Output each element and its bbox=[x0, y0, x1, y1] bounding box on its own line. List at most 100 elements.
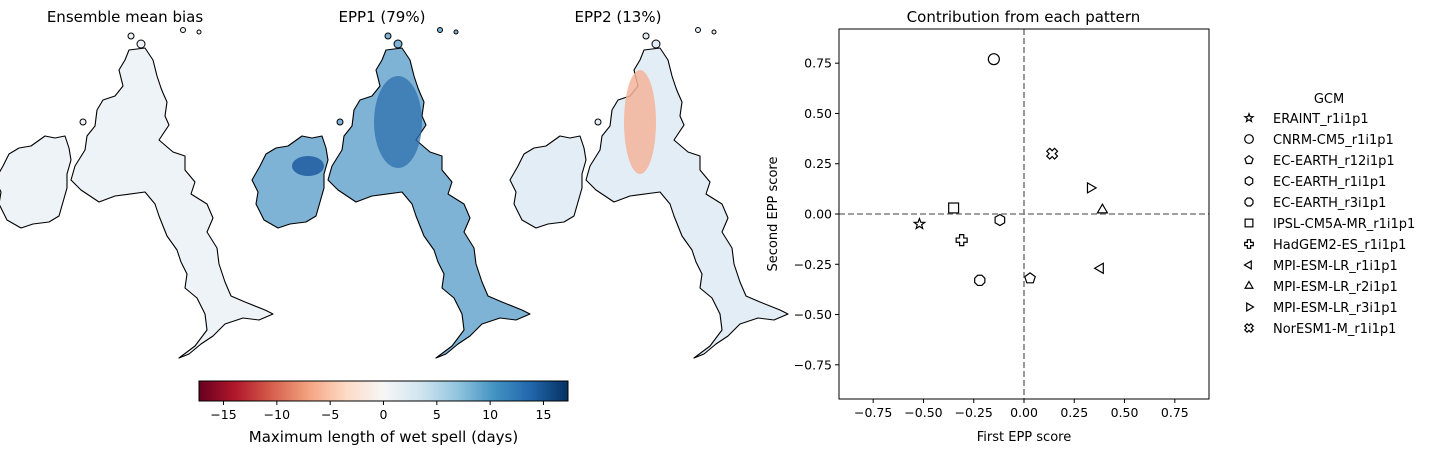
legend-label-mpi-esm-lr-r2i1p1: MPI-ESM-LR_r2i1p1 bbox=[1273, 280, 1398, 295]
legend-label-ec-earth-r12i1p1: EC-EARTH_r12i1p1 bbox=[1273, 154, 1395, 169]
colorbar-tick-label: −5 bbox=[321, 407, 339, 422]
island-outline bbox=[695, 27, 701, 33]
scatter-ticks: −0.75 −0.50 −0.25 0.00 0.25 0.50 0.75 0.75 0.50 0… bbox=[794, 56, 1189, 420]
x-tick-label: 0.75 bbox=[1161, 405, 1189, 420]
legend-label-ec-earth-r1i1p1: EC-EARTH_r1i1p1 bbox=[1273, 175, 1386, 190]
x-tick-label: −0.75 bbox=[854, 405, 892, 420]
island-outline bbox=[180, 27, 186, 33]
legend-title: GCM bbox=[1314, 92, 1344, 107]
island-outline bbox=[384, 32, 392, 40]
island-outline bbox=[393, 39, 403, 49]
map-panel-3: EPP2 (13%) bbox=[509, 8, 789, 359]
legend-marker-mpi-esm-lr-r3i1p1 bbox=[1246, 302, 1255, 312]
island-outline bbox=[196, 29, 202, 35]
island-outline bbox=[136, 39, 146, 49]
colorbar-label: Maximum length of wet spell (days) bbox=[249, 428, 518, 446]
point-eraint-r1i1p1 bbox=[912, 216, 927, 230]
island-outline bbox=[594, 118, 602, 126]
scatter-points bbox=[912, 53, 1109, 287]
island-outline bbox=[642, 32, 650, 40]
bias-hotspot bbox=[374, 76, 422, 168]
great-britain-outline bbox=[327, 47, 531, 359]
legend-label-ipsl-cm5a-mr-r1i1p1: IPSL-CM5A-MR_r1i1p1 bbox=[1273, 217, 1415, 232]
island-outline bbox=[79, 118, 87, 126]
great-britain-outline bbox=[70, 47, 274, 359]
colorbar-tick-label: −10 bbox=[264, 407, 290, 422]
map-title-1: Ensemble mean bias bbox=[47, 8, 204, 26]
scatter-plot: Contribution from each pattern −0.75 −0.5… bbox=[766, 8, 1210, 445]
plot-frame bbox=[838, 28, 1210, 400]
legend-marker-mpi-esm-lr-r1i1p1 bbox=[1243, 260, 1252, 270]
legend-label-hadgem2-es-r1i1p1: HadGEM2-ES_r1i1p1 bbox=[1273, 238, 1406, 253]
legend-label-mpi-esm-lr-r1i1p1: MPI-ESM-LR_r1i1p1 bbox=[1273, 259, 1398, 274]
y-tick-label: 0.75 bbox=[804, 56, 832, 71]
y-tick-label: −0.25 bbox=[794, 257, 832, 272]
map-panel-1: Ensemble mean bias bbox=[0, 8, 274, 359]
bias-hotspot bbox=[292, 156, 324, 176]
point-ec-earth-r3i1p1 bbox=[974, 274, 986, 287]
legend-marker-ec-earth-r1i1p1 bbox=[1244, 176, 1254, 186]
point-cnrm-cm5-r1i1p1 bbox=[987, 53, 1000, 66]
legend-marker-hadgem2-es-r1i1p1 bbox=[1244, 239, 1254, 249]
x-tick-label: −0.25 bbox=[955, 405, 993, 420]
point-ec-earth-r1i1p1 bbox=[994, 213, 1006, 227]
bias-hotspot bbox=[624, 70, 656, 174]
island-outline bbox=[453, 29, 459, 35]
point-mpi-esm-lr-r2i1p1 bbox=[1096, 202, 1109, 214]
colorbar-tick-label: 10 bbox=[482, 407, 498, 422]
scatter-title: Contribution from each pattern bbox=[907, 8, 1141, 26]
island-outline bbox=[651, 39, 661, 49]
x-tick-label: −0.50 bbox=[904, 405, 942, 420]
x-axis-label: First EPP score bbox=[977, 430, 1071, 445]
y-tick-label: 0.25 bbox=[804, 156, 832, 171]
legend-marker-mpi-esm-lr-r2i1p1 bbox=[1244, 280, 1254, 289]
colorbar-tick-label: 0 bbox=[380, 407, 388, 422]
legend-marker-noresm1-m-r1i1p1 bbox=[1243, 322, 1255, 334]
legend-marker-cnrm-cm5-r1i1p1 bbox=[1244, 134, 1254, 144]
point-mpi-esm-lr-r1i1p1 bbox=[1093, 262, 1104, 275]
ireland-outline bbox=[509, 135, 587, 229]
point-ec-earth-r12i1p1 bbox=[1024, 272, 1036, 284]
island-outline bbox=[437, 27, 443, 33]
colorbar-fill bbox=[198, 380, 569, 402]
legend-label-mpi-esm-lr-r3i1p1: MPI-ESM-LR_r3i1p1 bbox=[1273, 301, 1398, 316]
legend-marker-eraint-r1i1p1 bbox=[1243, 111, 1255, 123]
legend-label-noresm1-m-r1i1p1: NorESM1-M_r1i1p1 bbox=[1273, 322, 1396, 337]
colorbar: −15 −10 −5 0 5 10 15 Maximum length of wet spe… bbox=[198, 380, 569, 446]
map-title-3: EPP2 (13%) bbox=[575, 8, 662, 26]
point-mpi-esm-lr-r3i1p1 bbox=[1086, 181, 1098, 194]
great-britain-outline bbox=[585, 47, 789, 359]
island-outline bbox=[127, 32, 135, 40]
point-noresm1-m-r1i1p1 bbox=[1045, 147, 1059, 160]
legend: GCM ERAINT_r1i1p1 CNRM-CM5_r1i1p1 EC-EARTH… bbox=[1243, 92, 1415, 337]
legend-marker-ec-earth-r12i1p1 bbox=[1244, 154, 1254, 165]
y-tick-label: −0.50 bbox=[794, 307, 832, 322]
ireland-outline bbox=[0, 135, 72, 229]
point-ipsl-cm5a-mr-r1i1p1 bbox=[948, 202, 960, 214]
map-panels: Ensemble mean bias EPP1 (79%) EPP2 (13%) bbox=[0, 8, 789, 359]
y-tick-label: −0.75 bbox=[794, 357, 832, 372]
y-tick-label: 0.50 bbox=[804, 106, 832, 121]
map-panel-2: EPP1 (79%) bbox=[251, 8, 531, 359]
x-tick-label: 0.25 bbox=[1060, 405, 1088, 420]
y-axis-label: Second EPP score bbox=[766, 157, 781, 272]
colorbar-ticks: −15 −10 −5 0 5 10 15 bbox=[210, 401, 551, 422]
colorbar-tick-label: −15 bbox=[210, 407, 236, 422]
x-tick-label: 0.00 bbox=[1010, 405, 1038, 420]
y-tick-label: 0.00 bbox=[804, 207, 832, 222]
legend-label-eraint-r1i1p1: ERAINT_r1i1p1 bbox=[1273, 112, 1369, 127]
legend-label-ec-earth-r3i1p1: EC-EARTH_r3i1p1 bbox=[1273, 196, 1386, 211]
island-outline bbox=[711, 29, 717, 35]
colorbar-tick-label: 15 bbox=[536, 407, 552, 422]
x-tick-label: 0.50 bbox=[1111, 405, 1139, 420]
legend-marker-ec-earth-r3i1p1 bbox=[1244, 197, 1254, 207]
map-title-2: EPP1 (79%) bbox=[339, 8, 426, 26]
legend-marker-ipsl-cm5a-mr-r1i1p1 bbox=[1244, 218, 1254, 228]
ireland-outline bbox=[251, 135, 329, 229]
point-hadgem2-es-r1i1p1 bbox=[955, 234, 968, 247]
legend-label-cnrm-cm5-r1i1p1: CNRM-CM5_r1i1p1 bbox=[1273, 133, 1394, 148]
reference-lines bbox=[839, 29, 1209, 399]
colorbar-tick-label: 5 bbox=[433, 407, 441, 422]
island-outline bbox=[336, 118, 344, 126]
